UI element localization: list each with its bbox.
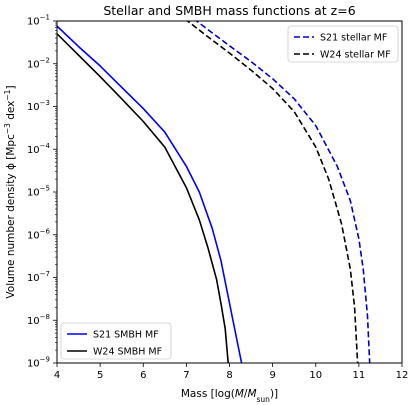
series-line-s21-smbh-mf: [57, 25, 243, 363]
legend-entry: W24 SMBH MF: [93, 347, 162, 358]
y-tick-label: 10−3: [27, 99, 50, 113]
x-tick-label: 7: [183, 370, 189, 381]
plot-frame: [56, 20, 403, 364]
x-tick-label: 5: [97, 370, 103, 381]
x-axis-label: Mass [log(M/Msun)]: [181, 388, 278, 404]
y-tick-label: 10−7: [27, 270, 50, 284]
x-tick-label: 9: [269, 370, 275, 381]
legend-entry: S21 stellar MF: [320, 33, 387, 44]
x-tick-label: 4: [54, 370, 60, 381]
y-tick-label: 10−2: [27, 56, 50, 70]
x-tick-label: 6: [140, 370, 146, 381]
x-tick-label: 12: [396, 370, 409, 381]
series-line-s21-stellar-mf: [195, 21, 371, 363]
chart-title: Stellar and SMBH mass functions at z=6: [103, 3, 355, 18]
x-tick-label: 8: [226, 370, 232, 381]
legend-box: [60, 322, 172, 360]
y-tick-label: 10−5: [27, 185, 50, 199]
y-tick-label: 10−1: [27, 14, 50, 28]
y-axis-label: Volume number density ϕ [Mpc−3 dex−1]: [3, 85, 18, 298]
legend-entry: S21 SMBH MF: [93, 330, 159, 341]
legend-box: [287, 25, 399, 63]
y-tick-label: 10−9: [27, 356, 50, 370]
x-tick-label: 11: [353, 370, 366, 381]
y-tick-label: 10−4: [27, 142, 51, 156]
y-tick-label: 10−8: [27, 313, 50, 327]
series-line-w24-stellar-mf: [186, 21, 359, 363]
x-tick-label: 10: [309, 370, 322, 381]
y-tick-label: 10−6: [27, 227, 51, 241]
legend-entry: W24 stellar MF: [320, 50, 391, 61]
series-line-w24-smbh-mf: [57, 33, 229, 363]
